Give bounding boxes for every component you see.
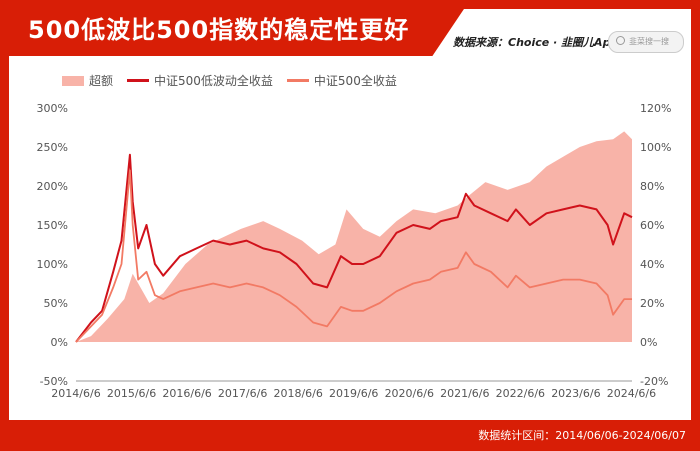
legend-label-lowvol: 中证500低波动全收益: [154, 74, 273, 88]
y-left-tick-label: 0%: [51, 336, 68, 349]
y-right-tick-label: 0%: [640, 336, 657, 349]
search-icon: [616, 36, 625, 45]
search-placeholder: 韭菜搜一搜: [629, 37, 669, 46]
footer-date-range: 数据统计区间：2014/06/06-2024/06/07: [478, 429, 686, 442]
y-right-tick-label: 100%: [640, 141, 671, 154]
series-line-lowvol: [75, 153, 633, 343]
y-right-tick-label: -20%: [640, 375, 668, 388]
y-right-tick-label: 20%: [640, 297, 664, 310]
y-right-tick-label: 60%: [640, 219, 664, 232]
y-left-tick-label: 150%: [37, 219, 68, 232]
x-tick-label: 2018/6/6: [273, 387, 322, 400]
legend-swatch-excess: [62, 75, 84, 86]
legend-item-excess: 超额: [62, 72, 113, 89]
legend-label-all500: 中证500全收益: [313, 74, 397, 88]
chart-legend: 超额 中证500低波动全收益 中证500全收益: [62, 72, 397, 89]
y-left-tick-label: -50%: [40, 375, 68, 388]
x-tick-label: 2024/6/6: [607, 387, 656, 400]
x-tick-label: 2021/6/6: [440, 387, 489, 400]
x-tick-label: 2016/6/6: [162, 387, 211, 400]
x-tick-label: 2023/6/6: [551, 387, 600, 400]
search-box[interactable]: 韭菜搜一搜: [608, 31, 684, 53]
series-area-excess: [76, 131, 632, 342]
page-title: 500低波比500指数的稳定性更好: [28, 16, 410, 44]
legend-swatch-lowvol: [127, 79, 150, 82]
legend-item-all500: 中证500全收益: [286, 72, 397, 89]
x-tick-label: 2015/6/6: [107, 387, 156, 400]
x-tick-label: 2019/6/6: [329, 387, 378, 400]
x-tick-label: 2017/6/6: [218, 387, 267, 400]
x-tick-label: 2022/6/6: [496, 387, 545, 400]
legend-label-excess: 超额: [89, 74, 114, 88]
y-right-tick-label: 40%: [640, 258, 664, 271]
y-left-tick-label: 200%: [37, 180, 68, 193]
series-line-all500: [75, 169, 632, 343]
legend-item-lowvol: 中证500低波动全收益: [127, 72, 273, 89]
y-left-tick-label: 100%: [37, 258, 68, 271]
data-source: 数据来源：Choice · 韭圈儿App: [453, 36, 619, 49]
x-tick-label: 2014/6/6: [51, 387, 100, 400]
title-banner: [0, 0, 470, 56]
legend-swatch-all500: [286, 79, 309, 82]
x-tick-label: 2020/6/6: [385, 387, 434, 400]
y-left-tick-label: 300%: [37, 102, 68, 115]
y-right-tick-label: 80%: [640, 180, 664, 193]
y-left-tick-label: 250%: [37, 141, 68, 154]
y-left-tick-label: 50%: [44, 297, 68, 310]
y-right-tick-label: 120%: [640, 102, 671, 115]
